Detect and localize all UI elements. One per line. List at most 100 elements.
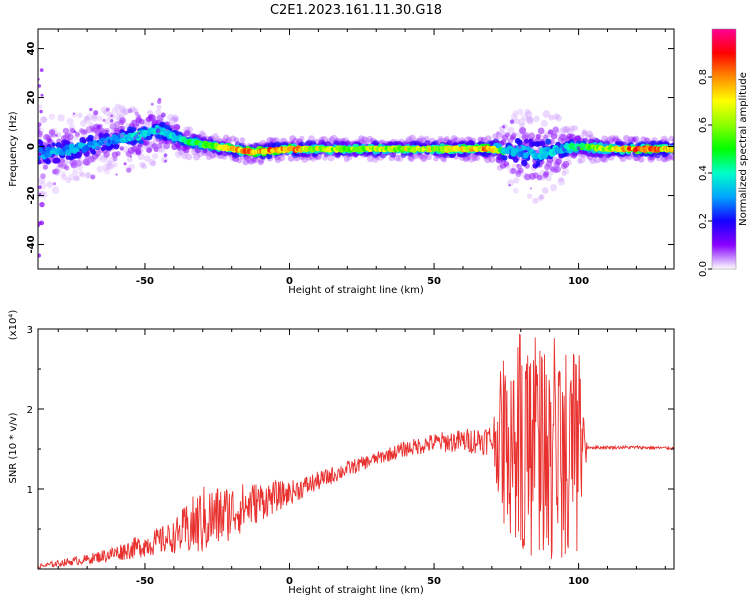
spectrogram-edge-11	[39, 68, 44, 72]
spectrogram-cell-2543	[421, 147, 426, 152]
spectrogram-x-tick-label-1: 0	[286, 276, 293, 287]
snr-y-tick-label-0: 1	[27, 485, 33, 496]
spectrogram-outlier-11	[105, 107, 110, 112]
spectrogram-cell-50	[71, 112, 78, 118]
spectrogram-cell-151	[150, 160, 157, 167]
spectrogram-cell-586	[485, 135, 492, 142]
spectrogram-cell-745	[608, 135, 616, 142]
spectrogram-outlier-9	[73, 112, 75, 115]
spectrogram-cell-1494	[547, 129, 554, 135]
spectrogram-cell-594	[492, 133, 499, 140]
colorbar-label: Normalized spectral amplitude	[738, 72, 749, 226]
spectrogram-cell-670	[549, 184, 558, 192]
snr-panel: -50 0 50 100 1 2 3 Height of straight line (km…	[8, 310, 675, 596]
spectrogram-cell-95	[106, 162, 114, 170]
spectrogram-outlier-48	[115, 173, 118, 176]
colorbar-gradient	[712, 29, 736, 269]
spectrogram-cell-720	[589, 157, 597, 165]
spectrogram-cell-427	[362, 137, 370, 144]
spectrogram-outlier-44	[533, 161, 537, 165]
spectrogram-cell-557	[463, 156, 470, 163]
spectrogram-cell-57	[79, 172, 86, 178]
spectrogram-cell-523	[437, 135, 444, 142]
spectrogram-cell-682	[560, 126, 568, 134]
spectrogram-cell-55	[77, 112, 83, 119]
spectrogram-cell-82	[97, 115, 103, 122]
spectrogram-cell-11	[41, 116, 48, 123]
spectrogram-cell-236	[215, 136, 221, 142]
spectrogram-cell-630	[521, 113, 528, 121]
spectrogram-outlier-0	[540, 160, 545, 165]
spectrogram-cell-1724	[113, 143, 120, 150]
spectrogram-outlier-4	[163, 153, 168, 158]
spectrogram-cell-1703	[87, 134, 94, 141]
spectrogram-cell-590	[488, 156, 496, 163]
spectrogram-outlier-19	[521, 141, 527, 146]
spectrogram-cell-189	[181, 153, 188, 160]
colorbar-tick-label-2: 0.4	[698, 165, 709, 181]
spectrogram-y-tick-label-0: -40	[26, 235, 37, 253]
spectrogram-cell-636	[524, 108, 531, 115]
spectrogram-cell-108	[118, 104, 126, 112]
snr-x-tick-label-2: 50	[427, 576, 441, 587]
spectrogram-cell-281	[250, 157, 256, 164]
spectrogram-cell-68	[85, 172, 92, 179]
colorbar-tick-label-3: 0.6	[698, 117, 709, 133]
spectrogram-cell-1435	[503, 161, 510, 167]
spectrogram-cell-63	[83, 115, 92, 124]
spectrogram-cell-148	[148, 158, 156, 166]
spectrogram-cell-1481	[536, 174, 543, 181]
spectrogram-cell-693	[569, 125, 576, 132]
spectrogram-outlier-41	[150, 102, 154, 106]
spectrogram-outlier-17	[52, 145, 55, 149]
spectrogram-cell-3	[38, 104, 43, 110]
spectrogram-cell-177	[172, 116, 179, 122]
spectrogram-cell-1394	[470, 140, 476, 146]
spectrogram-outlier-32	[52, 182, 57, 186]
spectrogram-cell-142	[144, 155, 151, 162]
colorbar-ticks: 0.0 0.2 0.4 0.6 0.8	[698, 69, 712, 277]
spectrogram-cell-252	[229, 135, 237, 142]
spectrogram-cell-88	[100, 106, 108, 114]
spectrogram-cell-622	[513, 177, 520, 184]
spectrogram-cell-574	[477, 136, 484, 143]
spectrogram-cell-1489	[543, 170, 550, 177]
spectrogram-cell-43	[66, 117, 74, 125]
spectrogram-cell-540	[450, 135, 458, 142]
spectrogram-cell-673	[553, 113, 560, 120]
spectrogram-cell-106	[114, 103, 121, 110]
spectrogram-cell-1675	[55, 158, 61, 163]
spectrogram-cell-223	[205, 153, 213, 161]
spectrogram-cell-41	[65, 177, 72, 184]
spectrogram-outlier-16	[514, 145, 517, 149]
spectrogram-cell-2475	[341, 145, 348, 152]
figure-title: C2E1.2023.161.11.30.G18	[270, 3, 442, 18]
spectrogram-cell-1512	[562, 160, 570, 168]
spectrogram-cell-974	[146, 147, 152, 153]
spectrogram-cell-2699	[601, 147, 606, 152]
spectrogram-cell-228	[209, 152, 216, 159]
spectrogram-cell-826	[671, 137, 674, 144]
spectrogram-outlier-45	[160, 112, 166, 118]
spectrogram-cell-1468	[528, 132, 536, 140]
spectrogram-cell-1024	[184, 129, 191, 137]
spectrogram-x-axis-label: Height of straight line (km)	[288, 285, 424, 296]
spectrogram-cell-621	[514, 118, 521, 125]
spectrogram-cell-207	[193, 153, 201, 161]
spectrogram-cell-508	[426, 154, 432, 161]
spectrogram-cell-836	[40, 173, 46, 180]
spectrogram-cell-300	[266, 136, 274, 145]
spectrogram-cell-438	[371, 155, 379, 163]
spectrogram-y-tick-label-1: -20	[26, 186, 37, 204]
spectrogram-x-tick-label-3: 100	[568, 276, 589, 287]
spectrogram-cell-965	[138, 118, 145, 125]
spectrogram-outlier-34	[149, 116, 154, 121]
spectrogram-cell-2077	[521, 159, 528, 167]
spectrogram-cell-488	[408, 156, 415, 163]
spectrogram-cell-931	[114, 121, 120, 128]
spectrogram-frame	[37, 28, 675, 270]
spectrogram-outlier-37	[498, 153, 502, 157]
spectrogram-cell-2247	[77, 142, 85, 149]
spectrogram-cell-618	[511, 113, 518, 121]
spectrogram-outlier-59	[516, 164, 520, 167]
